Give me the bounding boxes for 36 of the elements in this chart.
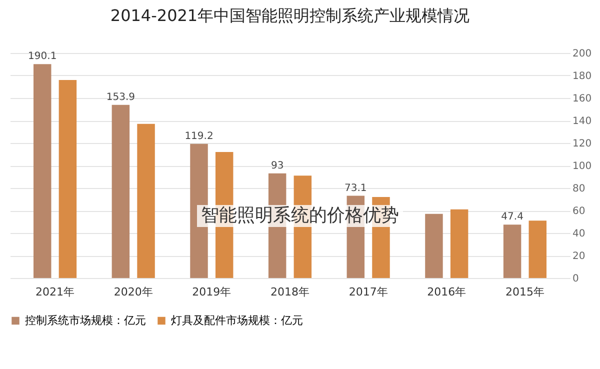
x-tick-label: 2015年 — [505, 286, 544, 298]
y-tick-label: 80 — [572, 184, 586, 194]
bar — [425, 214, 443, 278]
annotation: 智能照明系统的价格优势 — [197, 205, 403, 227]
bar — [137, 124, 155, 278]
y-tick-label: 160 — [572, 94, 592, 104]
data-label: 47.4 — [501, 212, 524, 223]
data-label: 73.1 — [344, 182, 367, 194]
y-tick-label: 180 — [572, 71, 592, 82]
y-tick-label: 100 — [572, 161, 592, 172]
x-tick-label: 2019年 — [192, 286, 232, 298]
bar — [33, 64, 52, 278]
bar — [528, 220, 547, 278]
data-label: 153.9 — [106, 92, 136, 103]
x-tick-label: 2018年 — [270, 286, 310, 298]
data-label: 93 — [270, 160, 284, 172]
y-tick-label: 120 — [572, 138, 592, 150]
data-label: 190.1 — [28, 51, 57, 62]
y-tick-label: 200 — [572, 48, 592, 60]
y-tick-label: 40 — [572, 228, 586, 240]
chart-title: 2014-2021年中国智能照明控制系统产业规模情况 — [110, 6, 470, 25]
x-tick-label: 2017年 — [348, 286, 388, 298]
x-tick-label: 2021年 — [36, 286, 75, 298]
data-label: 119.2 — [184, 130, 214, 142]
bar — [503, 224, 522, 278]
y-tick-label: 60 — [572, 206, 586, 217]
x-tick-label: 2020年 — [114, 286, 153, 298]
bar — [58, 80, 77, 278]
legend-label: 灯具及配件市场规模：亿元 — [171, 314, 303, 327]
bar — [450, 209, 468, 278]
y-tick-label: 20 — [572, 251, 586, 262]
y-tick-label: 0 — [572, 274, 579, 284]
y-tick-label: 140 — [572, 116, 592, 127]
legend-label: 控制系统市场规模：亿元 — [25, 314, 146, 327]
x-tick-label: 2016年 — [427, 286, 466, 298]
bar — [112, 104, 130, 278]
